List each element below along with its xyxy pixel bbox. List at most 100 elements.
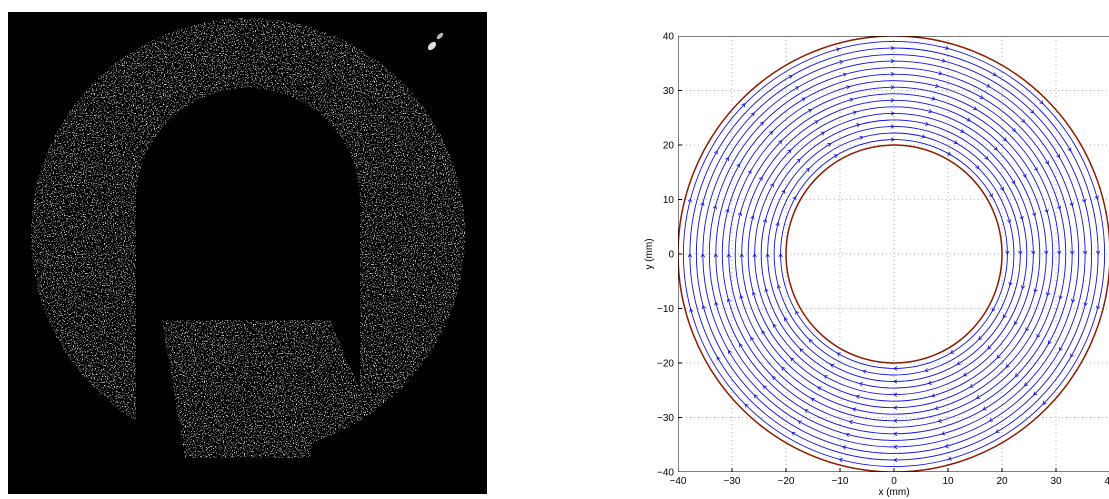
flow-arrow: [890, 72, 895, 77]
flow-arrow: [893, 405, 898, 410]
streamline: [721, 80, 1067, 428]
streamline: [747, 106, 1041, 402]
flow-arrow: [975, 395, 981, 399]
x-tick-label: −30: [724, 476, 741, 487]
flow-arrow: [1070, 353, 1075, 358]
inner-boundary: [785, 144, 1003, 364]
y-tick-label: 0: [668, 250, 674, 261]
flow-arrow: [893, 379, 898, 384]
streamline: [702, 60, 1086, 448]
flow-arrow: [945, 45, 950, 51]
flow-arrow: [750, 112, 755, 117]
flow-arrow: [982, 406, 987, 411]
flow-arrow: [739, 294, 744, 299]
flow-arrow: [1095, 250, 1101, 255]
flow-arrow: [814, 120, 819, 125]
x-tick-label: −10: [832, 476, 849, 487]
flow-arrow: [1057, 250, 1062, 255]
flow-arrow: [890, 111, 895, 116]
flow-arrow: [1069, 202, 1074, 207]
flow-arrow: [924, 121, 930, 126]
x-tick-label: 10: [942, 476, 954, 487]
flow-arrow: [842, 445, 847, 450]
streamline: [734, 93, 1054, 415]
flow-arrow: [725, 208, 730, 213]
flow-arrow: [890, 137, 895, 142]
flow-arrow: [712, 205, 717, 210]
flow-arrow: [1033, 391, 1038, 396]
flow-arrow: [1057, 205, 1062, 210]
flow-arrow: [713, 150, 718, 155]
flow-arrow: [713, 253, 718, 258]
flow-arrow: [839, 59, 844, 65]
flow-arrow: [1008, 281, 1013, 287]
flow-arrow: [890, 45, 895, 51]
flow-arrow: [1045, 160, 1049, 165]
flow-arrow: [772, 375, 777, 381]
flow-arrow: [934, 405, 939, 411]
flow-arrow: [823, 375, 828, 380]
flow-arrow: [790, 357, 795, 362]
flow-arrow: [953, 140, 958, 145]
flow-arrow: [1022, 173, 1027, 178]
plot-area: [678, 36, 1109, 472]
streamline: [695, 54, 1093, 454]
flow-arrow: [975, 164, 980, 169]
flow-arrow: [890, 58, 895, 64]
flow-arrow: [859, 135, 864, 140]
flow-arrow: [1036, 333, 1041, 339]
y-tick-label: −30: [657, 413, 674, 424]
flow-arrow: [799, 348, 804, 353]
flow-arrow: [781, 189, 786, 194]
streamline: [760, 119, 1028, 389]
flow-arrow: [1047, 340, 1052, 345]
flow-arrow: [725, 156, 729, 162]
flow-arrow: [700, 253, 705, 258]
flow-arrow: [842, 72, 847, 77]
flow-arrow: [753, 394, 758, 399]
flow-arrow: [807, 109, 813, 113]
flow-arrow: [1032, 212, 1037, 217]
flow-arrow: [1007, 219, 1012, 224]
flow-arrow: [1020, 285, 1026, 290]
flow-arrow: [752, 253, 757, 258]
flow-arrow: [1033, 167, 1038, 172]
flow-arrow: [781, 366, 786, 371]
flow-arrow: [930, 393, 936, 398]
flow-arrow: [764, 287, 769, 293]
y-tick-label: −20: [657, 359, 674, 370]
flow-arrow: [934, 83, 940, 88]
flow-arrow: [1070, 250, 1075, 255]
flow-arrow: [1014, 373, 1019, 378]
flow-arrow: [776, 284, 781, 289]
flow-arrow: [1056, 154, 1061, 159]
flow-arrow: [845, 432, 850, 437]
flow-arrow: [992, 72, 997, 77]
y-tick-label: −40: [657, 468, 674, 479]
flow-arrow: [969, 383, 974, 388]
flow-arrow: [797, 420, 802, 425]
flow-arrow: [862, 369, 867, 374]
flow-arrow: [750, 336, 755, 341]
flow-arrow: [1059, 346, 1063, 352]
flow-arrow: [762, 385, 767, 390]
flow-arrow: [700, 201, 705, 206]
flow-arrow: [1082, 198, 1087, 204]
flow-arrow: [739, 343, 743, 348]
flow-arrow: [801, 97, 806, 102]
flow-arrow: [747, 169, 752, 175]
flow-arrow: [701, 304, 706, 310]
flow-arrow: [960, 128, 965, 133]
flow-arrow: [890, 85, 895, 90]
flow-arrow: [1030, 109, 1035, 114]
flow-arrow: [830, 363, 835, 368]
flow-arrow: [855, 394, 860, 399]
flow-arrow: [716, 356, 721, 361]
x-tick-label: 40: [1104, 476, 1109, 487]
x-tick-label: 20: [996, 476, 1008, 487]
streamline-plot: x (mm) y (mm) −40 −30 −20 −10 0 10 20 30 40 −40 −3…: [644, 32, 1109, 498]
flow-arrow: [804, 409, 809, 414]
flow-arrow: [836, 352, 841, 357]
flow-arrow: [947, 456, 952, 461]
